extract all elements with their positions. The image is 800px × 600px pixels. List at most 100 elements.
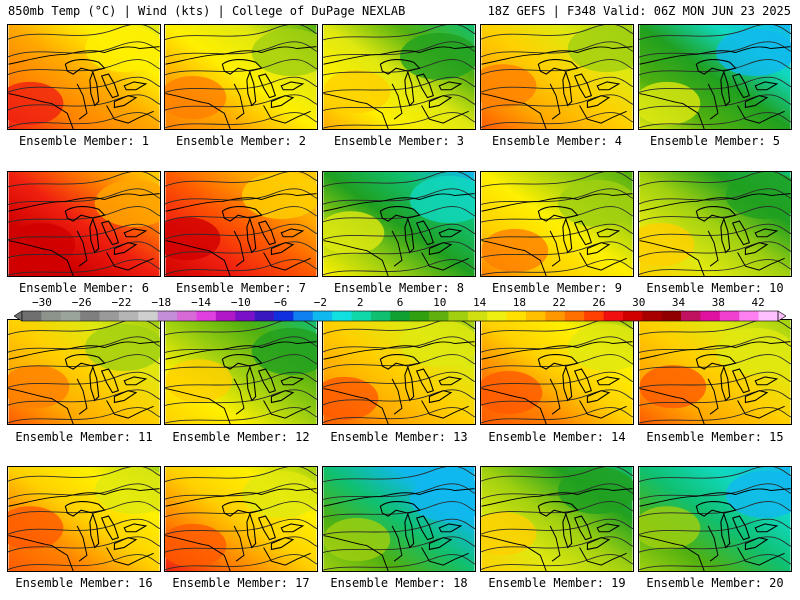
coastline (391, 230, 403, 267)
contour-line (165, 354, 317, 371)
ensemble-map-panel (7, 466, 161, 572)
contour-line (8, 518, 160, 535)
coastline (391, 378, 403, 415)
great-lake-outline (596, 81, 621, 91)
contour-line (323, 483, 475, 501)
ensemble-member-label: Ensemble Member: 1 (18, 134, 150, 148)
great-lake-outline (100, 368, 120, 394)
coastline (481, 193, 633, 212)
colorbar-swatch (177, 311, 197, 321)
colorbar-swatch (622, 311, 643, 321)
contour-line (639, 407, 791, 424)
colorbar-tick-label: −10 (230, 296, 251, 309)
temperature-field-map (481, 172, 633, 276)
coastline (549, 525, 561, 562)
coastline (8, 488, 160, 507)
great-lake-outline (537, 59, 579, 75)
warm-anomaly (8, 223, 76, 267)
coastline (8, 93, 74, 129)
temperature-field-map (323, 320, 475, 424)
cool-anomaly (715, 28, 791, 77)
ensemble-member-label: Ensemble Member: 14 (488, 430, 626, 444)
cool-anomaly (409, 175, 475, 224)
coastline (323, 93, 389, 129)
colorbar-tick-label: 22 (552, 296, 566, 309)
coastline (707, 83, 719, 120)
great-lake-outline (123, 228, 148, 238)
coastline (421, 105, 469, 124)
great-lake-outline (100, 515, 120, 541)
coastline (165, 488, 317, 507)
contour-line (323, 241, 475, 258)
coastline (8, 240, 74, 276)
cool-anomaly (251, 28, 317, 77)
coastline (106, 400, 154, 419)
colorbar-tick-label: 42 (751, 296, 765, 309)
contour-line (639, 354, 791, 371)
great-lake-outline (695, 206, 737, 222)
contour-line (8, 25, 160, 40)
great-lake-outline (64, 206, 106, 222)
contour-line (323, 554, 475, 571)
great-lake-outline (754, 376, 779, 386)
temperature-field-map (481, 25, 633, 129)
contour-line (639, 518, 791, 536)
coastline (323, 240, 389, 276)
colorbar-swatch (215, 311, 236, 321)
ensemble-member-label: Ensemble Member: 11 (15, 430, 153, 444)
coastline (8, 341, 160, 360)
coastline (165, 341, 317, 360)
contour-line (639, 483, 791, 500)
contour-line (165, 172, 317, 187)
warm-anomaly (639, 365, 707, 409)
colorbar-swatch (370, 311, 391, 321)
contour-line (323, 59, 475, 76)
ensemble-map-panel (480, 171, 634, 277)
great-lake-outline (415, 368, 435, 394)
coastline (8, 193, 160, 212)
great-lake-outline (415, 515, 435, 541)
great-lake-outline (438, 81, 463, 91)
contour-line (8, 467, 160, 482)
contour-line (481, 172, 633, 188)
great-lake-outline (562, 512, 573, 549)
contour-line (481, 188, 633, 206)
contour-line (323, 172, 475, 188)
coastline (263, 547, 311, 566)
contour-line (639, 259, 791, 276)
contour-line (8, 112, 160, 129)
great-lake-outline (379, 59, 421, 75)
ensemble-member-label: Ensemble Member: 19 (488, 576, 626, 590)
coastline (737, 400, 785, 419)
colorbar-swatch (506, 311, 527, 321)
colorbar-swatch (274, 311, 294, 321)
coastline (263, 105, 311, 124)
great-lake-outline (89, 512, 100, 549)
contour-line (165, 188, 317, 205)
colorbar-swatch (138, 311, 158, 321)
contour-line (8, 259, 160, 276)
contour-line (639, 467, 791, 483)
colorbar-swatch (312, 311, 333, 321)
contour-line (481, 389, 633, 406)
great-lake-outline (754, 523, 779, 533)
coastline (639, 93, 705, 129)
warm-anomaly (165, 217, 221, 261)
temperature-field-map (8, 172, 160, 276)
coastline (421, 252, 469, 271)
contour-line (639, 112, 791, 129)
great-lake-outline (537, 206, 579, 222)
coastline (165, 93, 231, 129)
great-lake-outline (280, 523, 305, 533)
colorbar-tick-label: 2 (356, 296, 364, 309)
colorbar-swatch (409, 311, 430, 321)
coastline (263, 400, 311, 419)
warm-anomaly (165, 359, 233, 403)
coastline (579, 400, 627, 419)
coastline (481, 388, 547, 424)
contour-line (639, 41, 791, 58)
contour-line (323, 407, 475, 424)
ensemble-map-panel (7, 24, 161, 130)
coastline (579, 252, 627, 271)
colorbar-swatch (739, 311, 759, 321)
